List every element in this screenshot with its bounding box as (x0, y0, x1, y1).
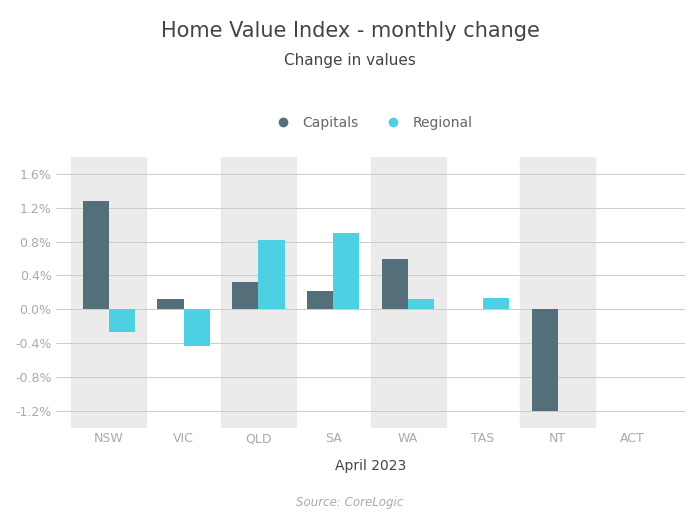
Bar (158, 299, 183, 309)
Bar (520, 157, 595, 427)
Bar (232, 282, 258, 309)
X-axis label: April 2023: April 2023 (335, 459, 406, 473)
Bar (371, 157, 445, 427)
Bar (483, 298, 509, 309)
Bar (83, 201, 108, 309)
Text: Change in values: Change in values (284, 52, 416, 68)
Bar (108, 309, 135, 332)
Bar (408, 299, 434, 309)
Bar (258, 240, 285, 309)
Bar (531, 309, 558, 411)
Bar (307, 291, 333, 309)
Text: Home Value Index - monthly change: Home Value Index - monthly change (160, 21, 540, 41)
Bar (71, 157, 146, 427)
Bar (221, 157, 296, 427)
Bar (382, 258, 408, 309)
Bar (183, 309, 210, 345)
Text: Source: CoreLogic: Source: CoreLogic (296, 496, 404, 509)
Legend: Capitals, Regional: Capitals, Regional (263, 110, 478, 135)
Bar (333, 233, 360, 309)
